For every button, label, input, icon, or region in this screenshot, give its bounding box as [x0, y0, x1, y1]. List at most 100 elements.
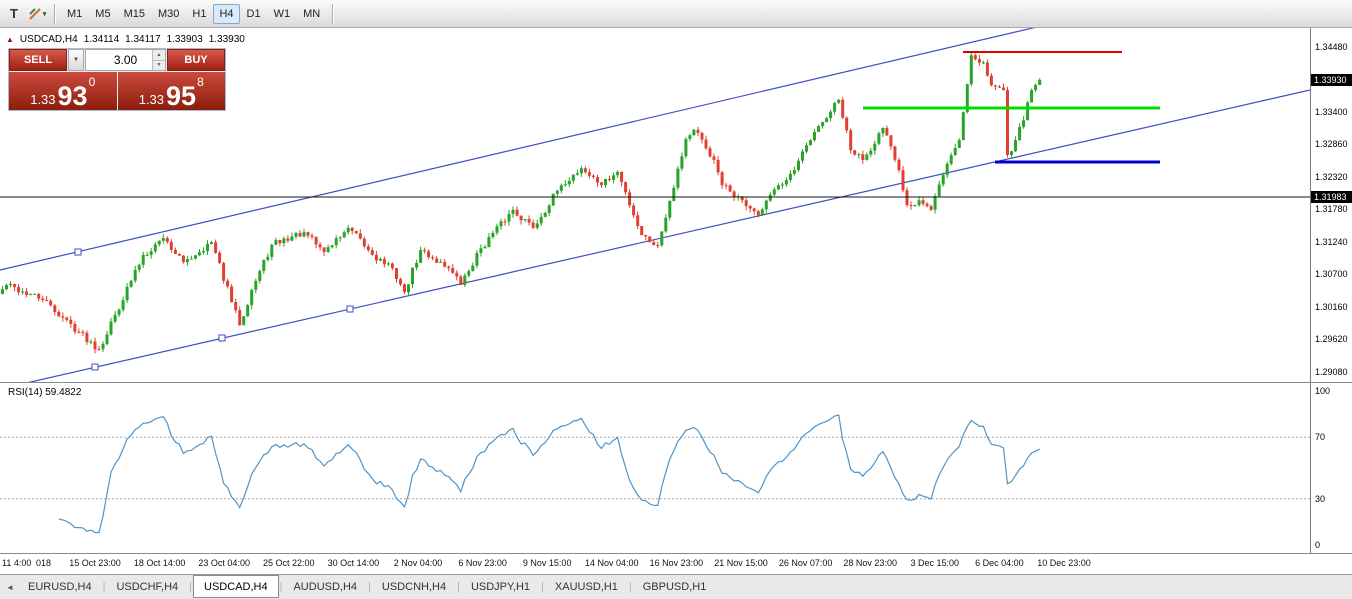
text-tool-icon: T [10, 6, 18, 21]
sell-price-display[interactable]: 1.33 93 0 [9, 72, 117, 110]
tab-separator: | [457, 581, 460, 593]
current-price-badge: 1.33930 [1311, 73, 1352, 86]
volume-field: ▲ ▼ [85, 49, 166, 71]
timeframe-button-M15[interactable]: M15 [123, 7, 145, 20]
buy-price-prefix: 1.33 [138, 91, 165, 107]
text-tool-button[interactable]: T [3, 3, 25, 25]
time-axis-label: 23 Oct 04:00 [198, 558, 250, 568]
price-axis-label: 1.34480 [1315, 41, 1348, 52]
chart-tab-AUDUSD-H4[interactable]: AUDUSD,H4 [293, 581, 358, 593]
time-axis-label: 16 Nov 23:00 [649, 558, 704, 568]
timeframe-button-W1[interactable]: W1 [273, 7, 291, 20]
chart-tab-USDCHF-H4[interactable]: USDCHF,H4 [116, 581, 179, 593]
volume-increment-button[interactable]: ▲ [153, 50, 165, 61]
tabs-scroll-left-button[interactable]: ◄ [6, 582, 14, 592]
price-axis-label: 1.33400 [1315, 106, 1348, 117]
timeframe-button-D1[interactable]: D1 [246, 7, 261, 20]
price-axis[interactable]: 1.344801.339401.334001.328601.323201.317… [1311, 28, 1352, 382]
volume-stepper: ▲ ▼ [152, 50, 165, 70]
price-axis-label: 1.29080 [1315, 366, 1348, 377]
chart-symbol-label: USDCAD,H4 [19, 34, 78, 45]
rsi-axis: 100 70 30 0 [1311, 383, 1352, 553]
time-axis-label: 30 Oct 14:00 [327, 558, 380, 568]
top-toolbar: T ▾ M1 M5 M15 M30 H1 H4 D1 W1 MN [0, 0, 1352, 28]
tab-separator: | [628, 581, 632, 593]
rsi-axis-label: 0 [1315, 540, 1321, 550]
time-axis-label: 28 Nov 23:00 [843, 558, 897, 568]
chart-tab-USDJPY-H1[interactable]: USDJPY,H1 [470, 581, 531, 593]
tab-separator: | [368, 581, 371, 593]
price-chart-pane[interactable]: ▲ USDCAD,H4 1.34114 1.34117 1.33903 1.33… [0, 28, 1310, 382]
price-axis-label: 1.32320 [1315, 171, 1348, 182]
timeframe-toolbar: M1 M5 M15 M30 H1 H4 D1 W1 MN [61, 3, 326, 24]
sell-price-prefix: 1.33 [30, 91, 56, 107]
chevron-down-icon: ▾ [42, 10, 47, 18]
rsi-axis-label: 30 [1315, 493, 1326, 504]
time-axis-label: 6 Dec 04:00 [975, 558, 1024, 568]
chevron-down-icon: ▼ [73, 57, 79, 63]
buy-price-big-digits: 95 [166, 80, 197, 111]
time-axis-label: 25 Oct 22:00 [263, 558, 315, 568]
ohlc-open-value: 1.34114 [83, 34, 120, 45]
draw-tools-dropdown-button[interactable]: ▾ [26, 3, 48, 25]
sell-button[interactable]: SELL [9, 49, 67, 71]
chart-tab-USDCNH-H4[interactable]: USDCNH,H4 [381, 581, 447, 593]
trend-channel-lines[interactable] [0, 28, 1310, 382]
chart-ohlc-header: ▲ USDCAD,H4 1.34114 1.34117 1.33903 1.33… [6, 34, 245, 45]
channel-handle[interactable] [74, 248, 82, 256]
time-axis-label: 11 4:00 [2, 558, 32, 568]
tab-separator: | [541, 581, 544, 593]
time-axis-label: 018 [36, 558, 52, 568]
channel-handle[interactable] [346, 305, 354, 313]
level-price-badge: 1.31983 [1311, 191, 1352, 203]
time-axis-label: 15 Oct 23:00 [69, 558, 121, 568]
time-axis-label: 10 Dec 23:00 [1037, 558, 1091, 568]
time-axis-label: 26 Nov 07:00 [778, 558, 833, 568]
axis-separator-line [1310, 28, 1311, 574]
pane-divider[interactable] [0, 553, 1352, 554]
time-axis[interactable]: 11 4:00 018 15 Oct 23:00 18 Oct 14:00 23 Oct… [0, 554, 1352, 574]
price-axis-label: 1.31780 [1315, 204, 1348, 215]
chart-tab-XAUUSD-H1[interactable]: XAUUSD,H1 [554, 581, 618, 593]
toolbar-separator [332, 3, 334, 24]
timeframe-button-M30[interactable]: M30 [157, 7, 180, 20]
timeframe-button-H4[interactable]: H4 [213, 3, 240, 24]
volume-decrement-button[interactable]: ▼ [153, 60, 165, 70]
buy-price-superscript: 8 [197, 75, 204, 89]
price-up-arrow-icon: ▲ [6, 35, 14, 44]
rsi-indicator-label: RSI(14) 59.4822 [8, 387, 82, 398]
timeframe-button-H1[interactable]: H1 [192, 7, 207, 20]
channel-handle[interactable] [91, 363, 99, 371]
time-axis-label: 9 Nov 15:00 [522, 558, 572, 568]
timeframe-button-M5[interactable]: M5 [95, 7, 111, 20]
price-axis-label: 1.29620 [1315, 334, 1348, 345]
chart-tab-USDCAD-H4[interactable]: USDCAD,H4 [193, 575, 279, 598]
time-axis-label: 6 Nov 23:00 [458, 558, 507, 568]
timeframe-button-MN[interactable]: MN [303, 7, 321, 20]
rsi-indicator-chart [0, 414, 1310, 534]
ohlc-low-value: 1.33903 [166, 34, 203, 45]
candlestick-chart [0, 28, 1310, 382]
rsi-line [58, 414, 1040, 534]
sell-price-big-digits: 93 [57, 80, 88, 111]
rsi-axis-label: 100 [1315, 386, 1331, 396]
volume-input[interactable] [86, 50, 165, 70]
tab-separator: | [279, 581, 283, 593]
chart-tab-EURUSD-H4[interactable]: EURUSD,H4 [28, 581, 92, 593]
time-axis-label: 21 Nov 15:00 [714, 558, 768, 568]
timeframe-button-M1[interactable]: M1 [67, 7, 83, 20]
price-axis-label: 1.30700 [1315, 269, 1348, 280]
toolbar-separator [54, 3, 55, 24]
tab-separator: | [189, 581, 193, 593]
volume-dropdown-button[interactable]: ▼ [68, 49, 84, 71]
channel-handle[interactable] [218, 334, 226, 342]
pane-divider[interactable] [0, 382, 1352, 383]
tab-separator: | [102, 581, 106, 593]
chart-tab-GBPUSD-H1[interactable]: GBPUSD,H1 [642, 581, 707, 593]
time-axis-label: 3 Dec 15:00 [910, 558, 960, 568]
buy-price-display[interactable]: 1.33 95 8 [117, 72, 225, 111]
rsi-indicator-pane[interactable]: RSI(14) 59.4822 [0, 383, 1310, 553]
rsi-axis-label: 70 [1315, 432, 1326, 443]
price-axis-label: 1.31240 [1315, 236, 1348, 247]
buy-button[interactable]: BUY [167, 49, 225, 71]
